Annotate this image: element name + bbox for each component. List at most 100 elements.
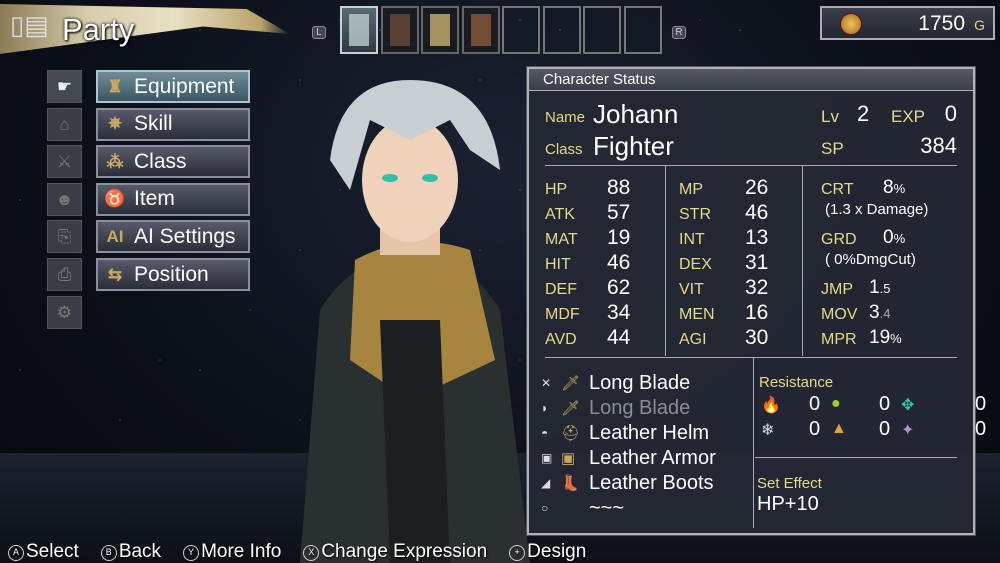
- gold-value: 1750: [918, 12, 965, 35]
- character-class: Fighter: [593, 131, 674, 161]
- equipment-slot[interactable]: ◓ ⛑ Leather Helm: [541, 421, 746, 445]
- set-effect-value: HP+10: [757, 493, 819, 515]
- armor-slot-icon: ▣: [541, 451, 553, 465]
- import-icon[interactable]: ⎙: [47, 258, 82, 291]
- resistance-label: Resistance: [759, 374, 834, 391]
- stat-label-str: STR: [679, 206, 711, 223]
- party-member-slot[interactable]: [502, 6, 540, 54]
- divider: [545, 165, 957, 166]
- character-icon[interactable]: ☻: [47, 182, 82, 216]
- resistance-value: 0: [975, 418, 987, 440]
- party-member-slot[interactable]: [421, 6, 459, 54]
- stat-label-def: DEF: [545, 281, 577, 298]
- jmp-value: 1: [869, 277, 880, 298]
- stat-value-mp: 26: [745, 176, 769, 199]
- position-icon: ⇆: [107, 264, 123, 284]
- stat-label-men: MEN: [679, 306, 715, 323]
- menu-skill-button[interactable]: ✵ Skill: [96, 107, 250, 141]
- stat-value-hp: 88: [607, 176, 631, 199]
- stat-value-mdf: 34: [607, 301, 631, 324]
- ai-icon: AI: [106, 226, 124, 246]
- stat-label-dex: DEX: [679, 256, 712, 273]
- grd-value: 0: [883, 227, 894, 248]
- stat-value-int: 13: [745, 226, 769, 249]
- shield-slot-icon: ◗: [541, 401, 549, 415]
- sword-icon: 🗡: [561, 375, 581, 392]
- stat-value-hit: 46: [607, 251, 631, 274]
- equipment-slot[interactable]: ▣ ▣ Leather Armor: [541, 446, 746, 470]
- control-hint-design[interactable]: + Design: [509, 541, 586, 563]
- crt-label: CRT: [821, 181, 854, 198]
- stat-value-dex: 31: [745, 251, 769, 274]
- equipment-slot[interactable]: ◢ 👢 Leather Boots: [541, 471, 746, 495]
- menu-equipment-button[interactable]: ♜ Equipment: [96, 70, 250, 103]
- party-member-slot[interactable]: [583, 6, 621, 54]
- exp-value: 0: [944, 101, 957, 126]
- menu-item-button[interactable]: ♉ Item: [96, 182, 250, 216]
- stat-label-hit: HIT: [545, 256, 571, 273]
- stat-value-mat: 19: [607, 226, 631, 249]
- crt-note: (1.3 x Damage): [825, 201, 929, 218]
- jmp-decimal: .5: [879, 281, 891, 296]
- equipment-name: Leather Boots: [589, 471, 714, 494]
- party-member-slot[interactable]: [340, 6, 378, 54]
- control-hint-more-info[interactable]: Y More Info: [183, 541, 281, 563]
- equipment-name: Long Blade: [589, 396, 691, 419]
- compass-star-icon: ✵: [107, 114, 123, 134]
- stat-label-mat: MAT: [545, 231, 578, 248]
- party-member-slot[interactable]: [461, 6, 500, 54]
- party-member-slot[interactable]: [542, 6, 581, 54]
- gear-icon[interactable]: ⚙: [47, 295, 82, 329]
- ice-icon: ❄: [761, 422, 775, 439]
- mov-decimal: .4: [879, 306, 891, 321]
- grd-note: ( 0%DmgCut): [825, 251, 916, 268]
- mov-label: MOV: [821, 306, 858, 323]
- stat-value-atk: 57: [607, 201, 631, 224]
- export-icon[interactable]: ⎘: [47, 220, 82, 254]
- bag-icon: ♉: [104, 189, 126, 209]
- boots-icon: 👢: [561, 475, 580, 492]
- shop-icon[interactable]: ⌂: [47, 107, 82, 141]
- menu-label: AI Settings: [134, 224, 236, 248]
- menu-position-button[interactable]: ⇆ Position: [96, 258, 250, 291]
- shoulder-r-button[interactable]: R: [672, 26, 686, 39]
- resistance-value: 0: [809, 393, 821, 415]
- pointing-hand-icon[interactable]: ☛: [47, 70, 82, 103]
- equipment-name: Leather Helm: [589, 421, 710, 444]
- grd-label: GRD: [821, 231, 857, 248]
- stat-label-int: INT: [679, 231, 705, 248]
- shoulder-l-button[interactable]: L: [312, 26, 326, 39]
- stat-label-mp: MP: [679, 181, 703, 198]
- class-label: Class: [545, 141, 583, 158]
- fire-icon: 🔥: [761, 397, 781, 414]
- menu-label: Skill: [134, 112, 173, 136]
- party-member-slot[interactable]: [623, 6, 662, 54]
- percent-sign: %: [893, 231, 906, 246]
- control-label: Change Expression: [321, 540, 488, 562]
- equipment-name: ~~~: [589, 496, 625, 519]
- control-label: Design: [527, 540, 587, 562]
- wind-icon: ●: [831, 395, 841, 412]
- menu-class-button[interactable]: ⁂ Class: [96, 145, 250, 179]
- character-portrait-johann: [300, 80, 530, 563]
- control-hint-change-expression[interactable]: X Change Expression: [303, 541, 487, 563]
- stat-value-men: 16: [745, 301, 769, 324]
- button-plus-icon: +: [509, 544, 526, 561]
- armor-icon: ♜: [107, 76, 123, 96]
- resistance-value: 0: [879, 393, 891, 415]
- mpr-label: MPR: [821, 331, 857, 348]
- lv-value: 2: [857, 101, 870, 126]
- crossed-swords-icon[interactable]: ⚔: [47, 145, 82, 179]
- menu-label: Equipment: [134, 74, 235, 98]
- panel-title: Character Status: [529, 69, 973, 91]
- earth-icon: ▲: [831, 420, 847, 437]
- equipment-slot[interactable]: ◗ 🗡 Long Blade: [541, 396, 746, 420]
- equipment-slot[interactable]: ○ ~~~: [541, 496, 746, 520]
- equipment-slot[interactable]: ✕ 🗡 Long Blade: [541, 371, 746, 395]
- party-member-slot[interactable]: [380, 6, 419, 54]
- dark-icon: ✦: [901, 422, 915, 439]
- control-hint-back[interactable]: B Back: [100, 541, 161, 563]
- light-icon: ✥: [901, 397, 915, 414]
- control-hint-select[interactable]: A Select: [8, 541, 79, 563]
- menu-ai-settings-button[interactable]: AI AI Settings: [96, 220, 250, 254]
